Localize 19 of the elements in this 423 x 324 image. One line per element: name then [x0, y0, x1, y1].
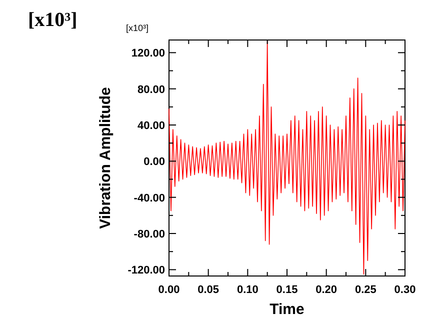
y-tick-label: 0.00	[144, 156, 165, 168]
text: [x10³]	[126, 23, 149, 33]
text: [x10³]	[28, 9, 78, 31]
x-tick-label: 0.15	[276, 284, 298, 296]
line-series	[168, 40, 406, 275]
y-tick-label: 80.00	[137, 84, 165, 96]
x-tick-label: 0.00	[158, 284, 180, 296]
x-tick-label: 0.20	[316, 284, 338, 296]
y-tick-label: -40.00	[134, 192, 165, 204]
y-tick-label: 120.00	[131, 48, 165, 60]
y-axis-title: Vibration Amplitude	[97, 87, 114, 229]
x-tick-label: 0.05	[198, 284, 220, 296]
x-axis-title: Time	[270, 301, 304, 318]
y-tick-label: -120.00	[128, 264, 165, 277]
y-tick-label: 40.00	[137, 120, 165, 132]
x-tick-label: 0.10	[236, 284, 258, 296]
y-tick-label: -80.00	[134, 228, 165, 240]
x-tick-label: 0.30	[394, 284, 416, 296]
x-tick-label: 0.25	[354, 284, 376, 296]
